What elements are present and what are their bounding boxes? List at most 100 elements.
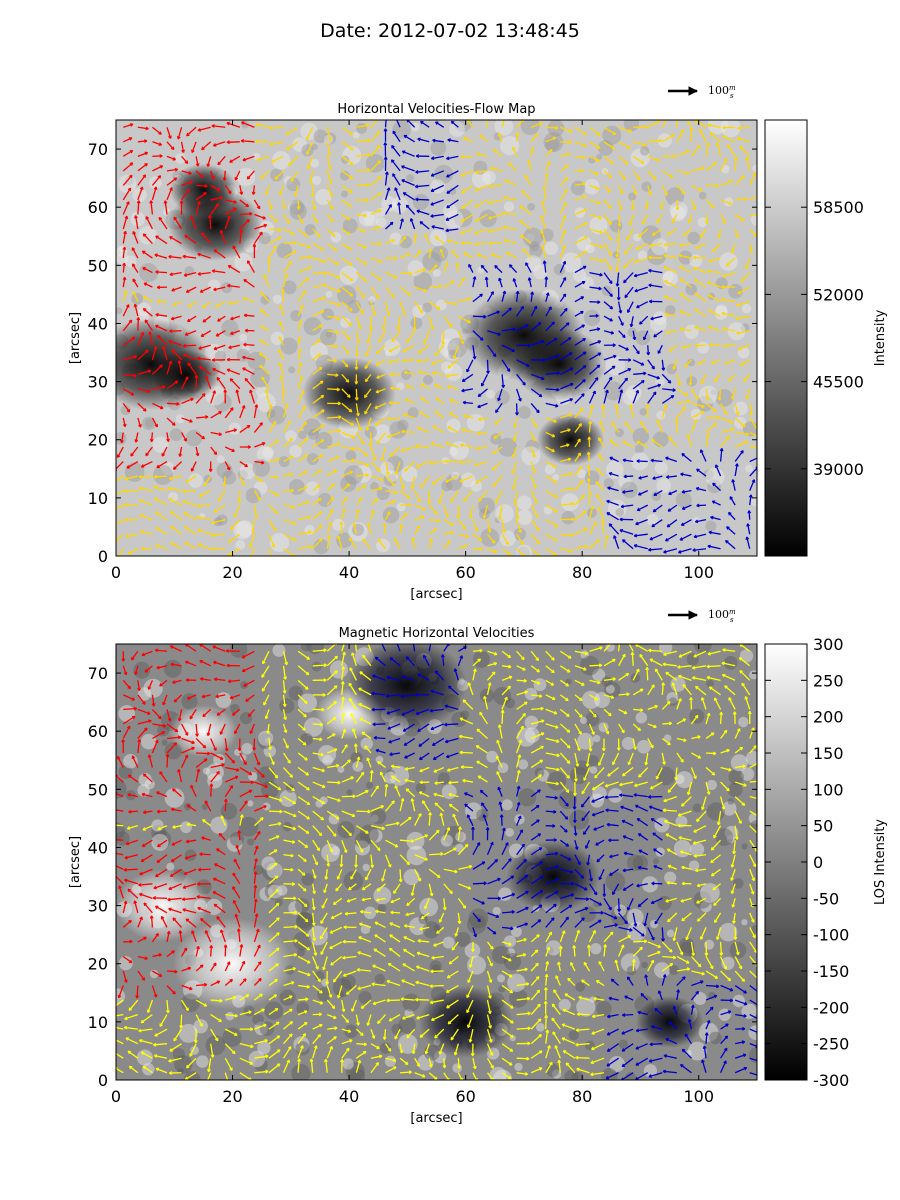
velocity-vector xyxy=(230,315,241,320)
velocity-vector xyxy=(155,313,168,317)
velocity-vector-head xyxy=(480,134,484,139)
velocity-vector-head xyxy=(197,201,201,205)
velocity-vector xyxy=(134,304,139,317)
velocity-vector xyxy=(712,243,722,252)
velocity-vector-head xyxy=(729,496,734,500)
velocity-vector xyxy=(239,185,243,195)
velocity-vector xyxy=(530,340,545,346)
heatmap-granule xyxy=(407,407,419,419)
velocity-vector-head xyxy=(757,1017,760,1020)
velocity-vector xyxy=(387,431,401,438)
velocity-vector-head xyxy=(362,1050,367,1055)
velocity-vector xyxy=(244,378,255,390)
velocity-vector-head xyxy=(168,498,173,502)
velocity-vector xyxy=(461,155,473,158)
velocity-vector xyxy=(122,174,133,186)
velocity-vector xyxy=(312,1045,318,1059)
heatmap-granule xyxy=(738,716,749,728)
velocity-vector xyxy=(156,460,168,469)
heatmap-granule xyxy=(161,461,175,475)
velocity-vector xyxy=(190,461,197,472)
velocity-vector xyxy=(507,162,518,172)
heatmap-granule xyxy=(635,330,651,346)
velocity-vector xyxy=(559,277,567,288)
velocity-vector-head xyxy=(581,280,586,285)
velocity-vector-head xyxy=(476,431,480,436)
velocity-vector-head xyxy=(709,343,713,347)
velocity-vector-head xyxy=(595,481,600,485)
velocity-vector-head xyxy=(364,365,369,369)
velocity-vector-head xyxy=(670,395,675,399)
velocity-vector xyxy=(326,272,341,279)
velocity-vector-head xyxy=(493,149,497,153)
heatmap-granule xyxy=(581,690,601,709)
velocity-vector-head xyxy=(184,1076,189,1080)
velocity-vector-head xyxy=(416,525,420,530)
velocity-vector xyxy=(312,324,323,332)
velocity-vector-head xyxy=(211,269,216,273)
velocity-vector-head xyxy=(333,358,337,363)
velocity-vector xyxy=(624,286,634,298)
velocity-vector xyxy=(179,446,183,457)
heatmap-granule xyxy=(741,843,748,850)
velocity-vector xyxy=(574,438,581,448)
heatmap-granule xyxy=(164,787,185,808)
heatmap-granule xyxy=(279,789,297,807)
velocity-vector xyxy=(122,201,130,215)
velocity-vector xyxy=(487,548,498,554)
heatmap-granule xyxy=(257,733,273,749)
velocity-vector-head xyxy=(376,440,381,444)
velocity-vector-head xyxy=(128,1065,133,1070)
velocity-vector-head xyxy=(195,163,200,167)
velocity-vector-head xyxy=(447,385,451,390)
velocity-vector-head xyxy=(346,483,351,487)
velocity-vector xyxy=(603,214,612,225)
velocity-vector-head xyxy=(382,523,387,527)
velocity-vector xyxy=(385,221,394,230)
velocity-vector-head xyxy=(459,460,463,465)
velocity-vector-head xyxy=(390,386,394,391)
velocity-vector xyxy=(326,199,334,210)
velocity-vector xyxy=(443,531,454,535)
velocity-vector xyxy=(664,313,677,317)
velocity-vector xyxy=(589,213,602,219)
velocity-vector xyxy=(530,122,543,128)
velocity-vector xyxy=(530,147,534,157)
velocity-vector-head xyxy=(495,409,499,414)
velocity-vector-head xyxy=(168,360,173,365)
velocity-vector xyxy=(430,213,444,217)
velocity-vector xyxy=(589,301,601,303)
heatmap-granule xyxy=(722,801,737,816)
velocity-vector-head xyxy=(349,277,354,282)
velocity-vector-head xyxy=(688,382,693,386)
velocity-vector-head xyxy=(109,1015,112,1018)
velocity-vector xyxy=(297,320,302,331)
velocity-vector xyxy=(187,362,197,375)
velocity-vector-head xyxy=(348,246,352,251)
velocity-vector-head xyxy=(197,543,202,548)
velocity-vector-head xyxy=(328,521,333,526)
heatmap-granule xyxy=(497,437,517,457)
velocity-vector xyxy=(731,388,736,400)
heatmap-granule xyxy=(172,1048,185,1061)
heatmap-granule xyxy=(627,327,638,338)
velocity-vector xyxy=(341,446,356,450)
velocity-vector xyxy=(530,133,539,143)
velocity-vector xyxy=(429,984,444,987)
velocity-vector-head xyxy=(140,464,145,468)
velocity-vector-head xyxy=(439,248,444,253)
velocity-vector xyxy=(520,234,532,245)
velocity-vector xyxy=(516,1057,530,1060)
heatmap-granule xyxy=(409,917,427,936)
velocity-vector xyxy=(574,510,587,521)
velocity-vector-head xyxy=(716,415,721,420)
velocity-vector xyxy=(676,199,679,210)
heatmap-granule xyxy=(480,688,495,703)
velocity-vector xyxy=(166,417,176,426)
velocity-vector-head xyxy=(394,471,399,476)
velocity-vector-head xyxy=(420,383,424,388)
velocity-vector xyxy=(679,328,692,332)
velocity-vector xyxy=(139,514,153,521)
velocity-vector-head xyxy=(369,327,373,331)
heatmap-granule xyxy=(665,304,676,316)
